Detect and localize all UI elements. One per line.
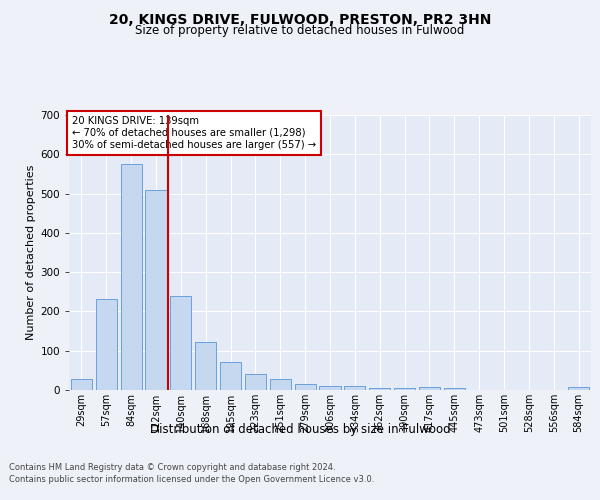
Text: Distribution of detached houses by size in Fulwood: Distribution of detached houses by size …: [149, 422, 451, 436]
Y-axis label: Number of detached properties: Number of detached properties: [26, 165, 36, 340]
Bar: [121, 164, 142, 390]
Bar: [419, 387, 440, 390]
Bar: [145, 190, 167, 390]
Bar: [170, 296, 191, 390]
Bar: [369, 388, 390, 390]
Text: 20, KINGS DRIVE, FULWOOD, PRESTON, PR2 3HN: 20, KINGS DRIVE, FULWOOD, PRESTON, PR2 3…: [109, 12, 491, 26]
Bar: [444, 388, 465, 390]
Text: Size of property relative to detached houses in Fulwood: Size of property relative to detached ho…: [136, 24, 464, 37]
Bar: [96, 299, 117, 390]
Text: Contains public sector information licensed under the Open Government Licence v3: Contains public sector information licen…: [9, 475, 374, 484]
Text: Contains HM Land Registry data © Crown copyright and database right 2024.: Contains HM Land Registry data © Crown c…: [9, 462, 335, 471]
Bar: [270, 380, 291, 390]
Bar: [394, 388, 415, 390]
Bar: [344, 386, 365, 390]
Bar: [195, 342, 216, 390]
Bar: [568, 387, 589, 390]
Bar: [71, 380, 92, 390]
Bar: [245, 374, 266, 390]
Bar: [319, 386, 341, 390]
Bar: [295, 384, 316, 390]
Text: 20 KINGS DRIVE: 139sqm
← 70% of detached houses are smaller (1,298)
30% of semi-: 20 KINGS DRIVE: 139sqm ← 70% of detached…: [71, 116, 316, 150]
Bar: [220, 362, 241, 390]
